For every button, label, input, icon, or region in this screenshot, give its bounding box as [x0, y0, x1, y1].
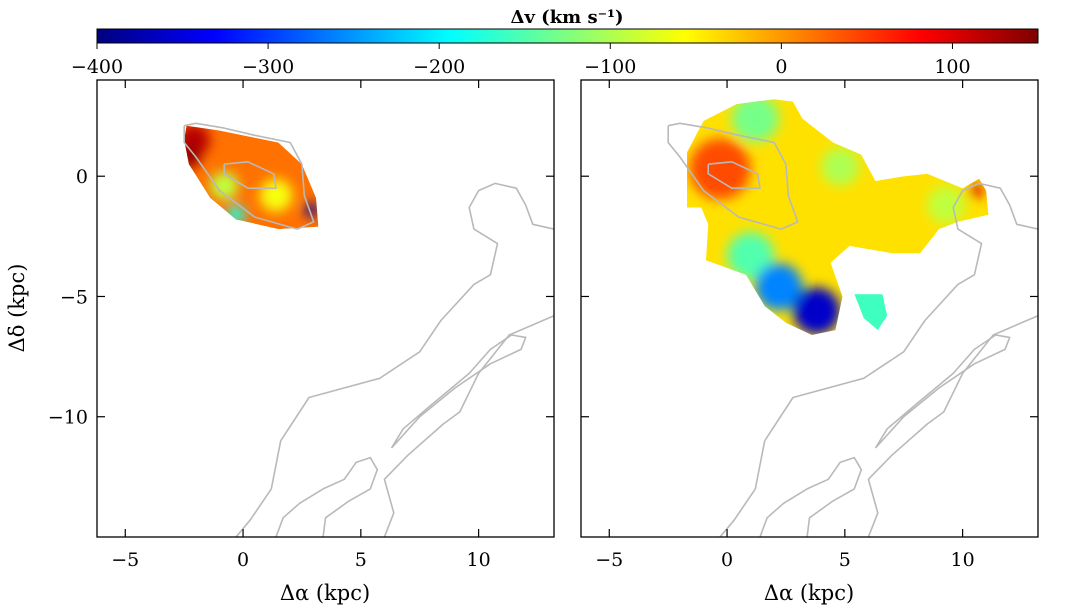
left-axes-frame — [96, 79, 555, 538]
left-contours — [183, 122, 554, 537]
x-tick-label: 0 — [237, 549, 249, 571]
colorbar-tick-label: −200 — [413, 56, 465, 78]
right-contours — [667, 122, 1038, 537]
left-panel: −5 0 5 10 0 −5 −10 Δα (kpc) Δδ (kpc) — [5, 79, 555, 605]
colorbar-tick-label: −300 — [242, 56, 294, 78]
velocity-patch — [184, 145, 201, 169]
gas-contour — [874, 334, 1011, 449]
gas-contour — [390, 334, 527, 449]
colorbar-tick-label: −100 — [584, 56, 636, 78]
velocity-patch — [969, 183, 984, 198]
region-variations — [689, 99, 984, 335]
colorbar-gradient — [96, 28, 1039, 44]
right-x-axis-label: Δα (kpc) — [764, 581, 854, 605]
velocity-patch — [210, 171, 239, 200]
velocity-region — [854, 294, 888, 331]
x-tick-label: −5 — [111, 549, 139, 571]
gas-contour — [275, 456, 379, 537]
velocity-patch — [731, 99, 779, 143]
colorbar-tick-label: 100 — [934, 56, 970, 78]
velocity-patch — [821, 147, 859, 186]
velocity-patch — [927, 186, 965, 224]
velocity-patch — [689, 138, 751, 200]
x-tick-label: 5 — [355, 549, 367, 571]
left-y-axis-label: Δδ (kpc) — [5, 264, 29, 353]
colorbar: Δv (km s⁻¹) −400 −300 −200 −100 0 100 — [71, 7, 1039, 78]
gas-contour — [707, 161, 761, 189]
y-tick-label: −5 — [60, 286, 88, 308]
region-fill — [854, 294, 888, 331]
velocity-region — [687, 99, 989, 335]
y-tick-label: −10 — [48, 407, 88, 429]
right-velocity-regions — [687, 99, 989, 335]
velocity-patch — [727, 232, 775, 280]
x-tick-label: −5 — [595, 549, 623, 571]
colorbar-title: Δv (km s⁻¹) — [510, 7, 623, 28]
gas-contour — [667, 122, 799, 230]
right-panel: −5 0 5 10 Δα (kpc) — [580, 79, 1039, 605]
velocity-region — [184, 125, 319, 230]
right-axes-frame — [580, 79, 1039, 538]
y-tick-label: 0 — [76, 166, 88, 188]
colorbar-tick-label: −400 — [71, 56, 123, 78]
gas-contour — [223, 161, 277, 189]
x-tick-label: 5 — [839, 549, 851, 571]
gas-contour — [719, 182, 1038, 537]
gas-contour — [759, 456, 863, 537]
gas-contour — [867, 314, 1038, 537]
velocity-patch — [259, 178, 293, 212]
colorbar-ticks: −400 −300 −200 −100 0 100 — [71, 43, 971, 78]
x-tick-label: 10 — [951, 549, 975, 571]
right-axis-ticks: −5 0 5 10 — [581, 80, 1038, 571]
left-axis-ticks: −5 0 5 10 0 −5 −10 — [48, 80, 554, 571]
x-tick-label: 10 — [467, 549, 491, 571]
x-tick-label: 0 — [721, 549, 733, 571]
gas-contour — [383, 314, 554, 537]
colorbar-tick-label: 0 — [775, 56, 787, 78]
velocity-patch — [793, 287, 841, 335]
gas-contour — [235, 182, 554, 537]
left-x-axis-label: Δα (kpc) — [280, 581, 370, 605]
gas-contour — [183, 122, 315, 230]
left-velocity-regions — [184, 125, 319, 230]
velocity-patch — [755, 263, 803, 311]
